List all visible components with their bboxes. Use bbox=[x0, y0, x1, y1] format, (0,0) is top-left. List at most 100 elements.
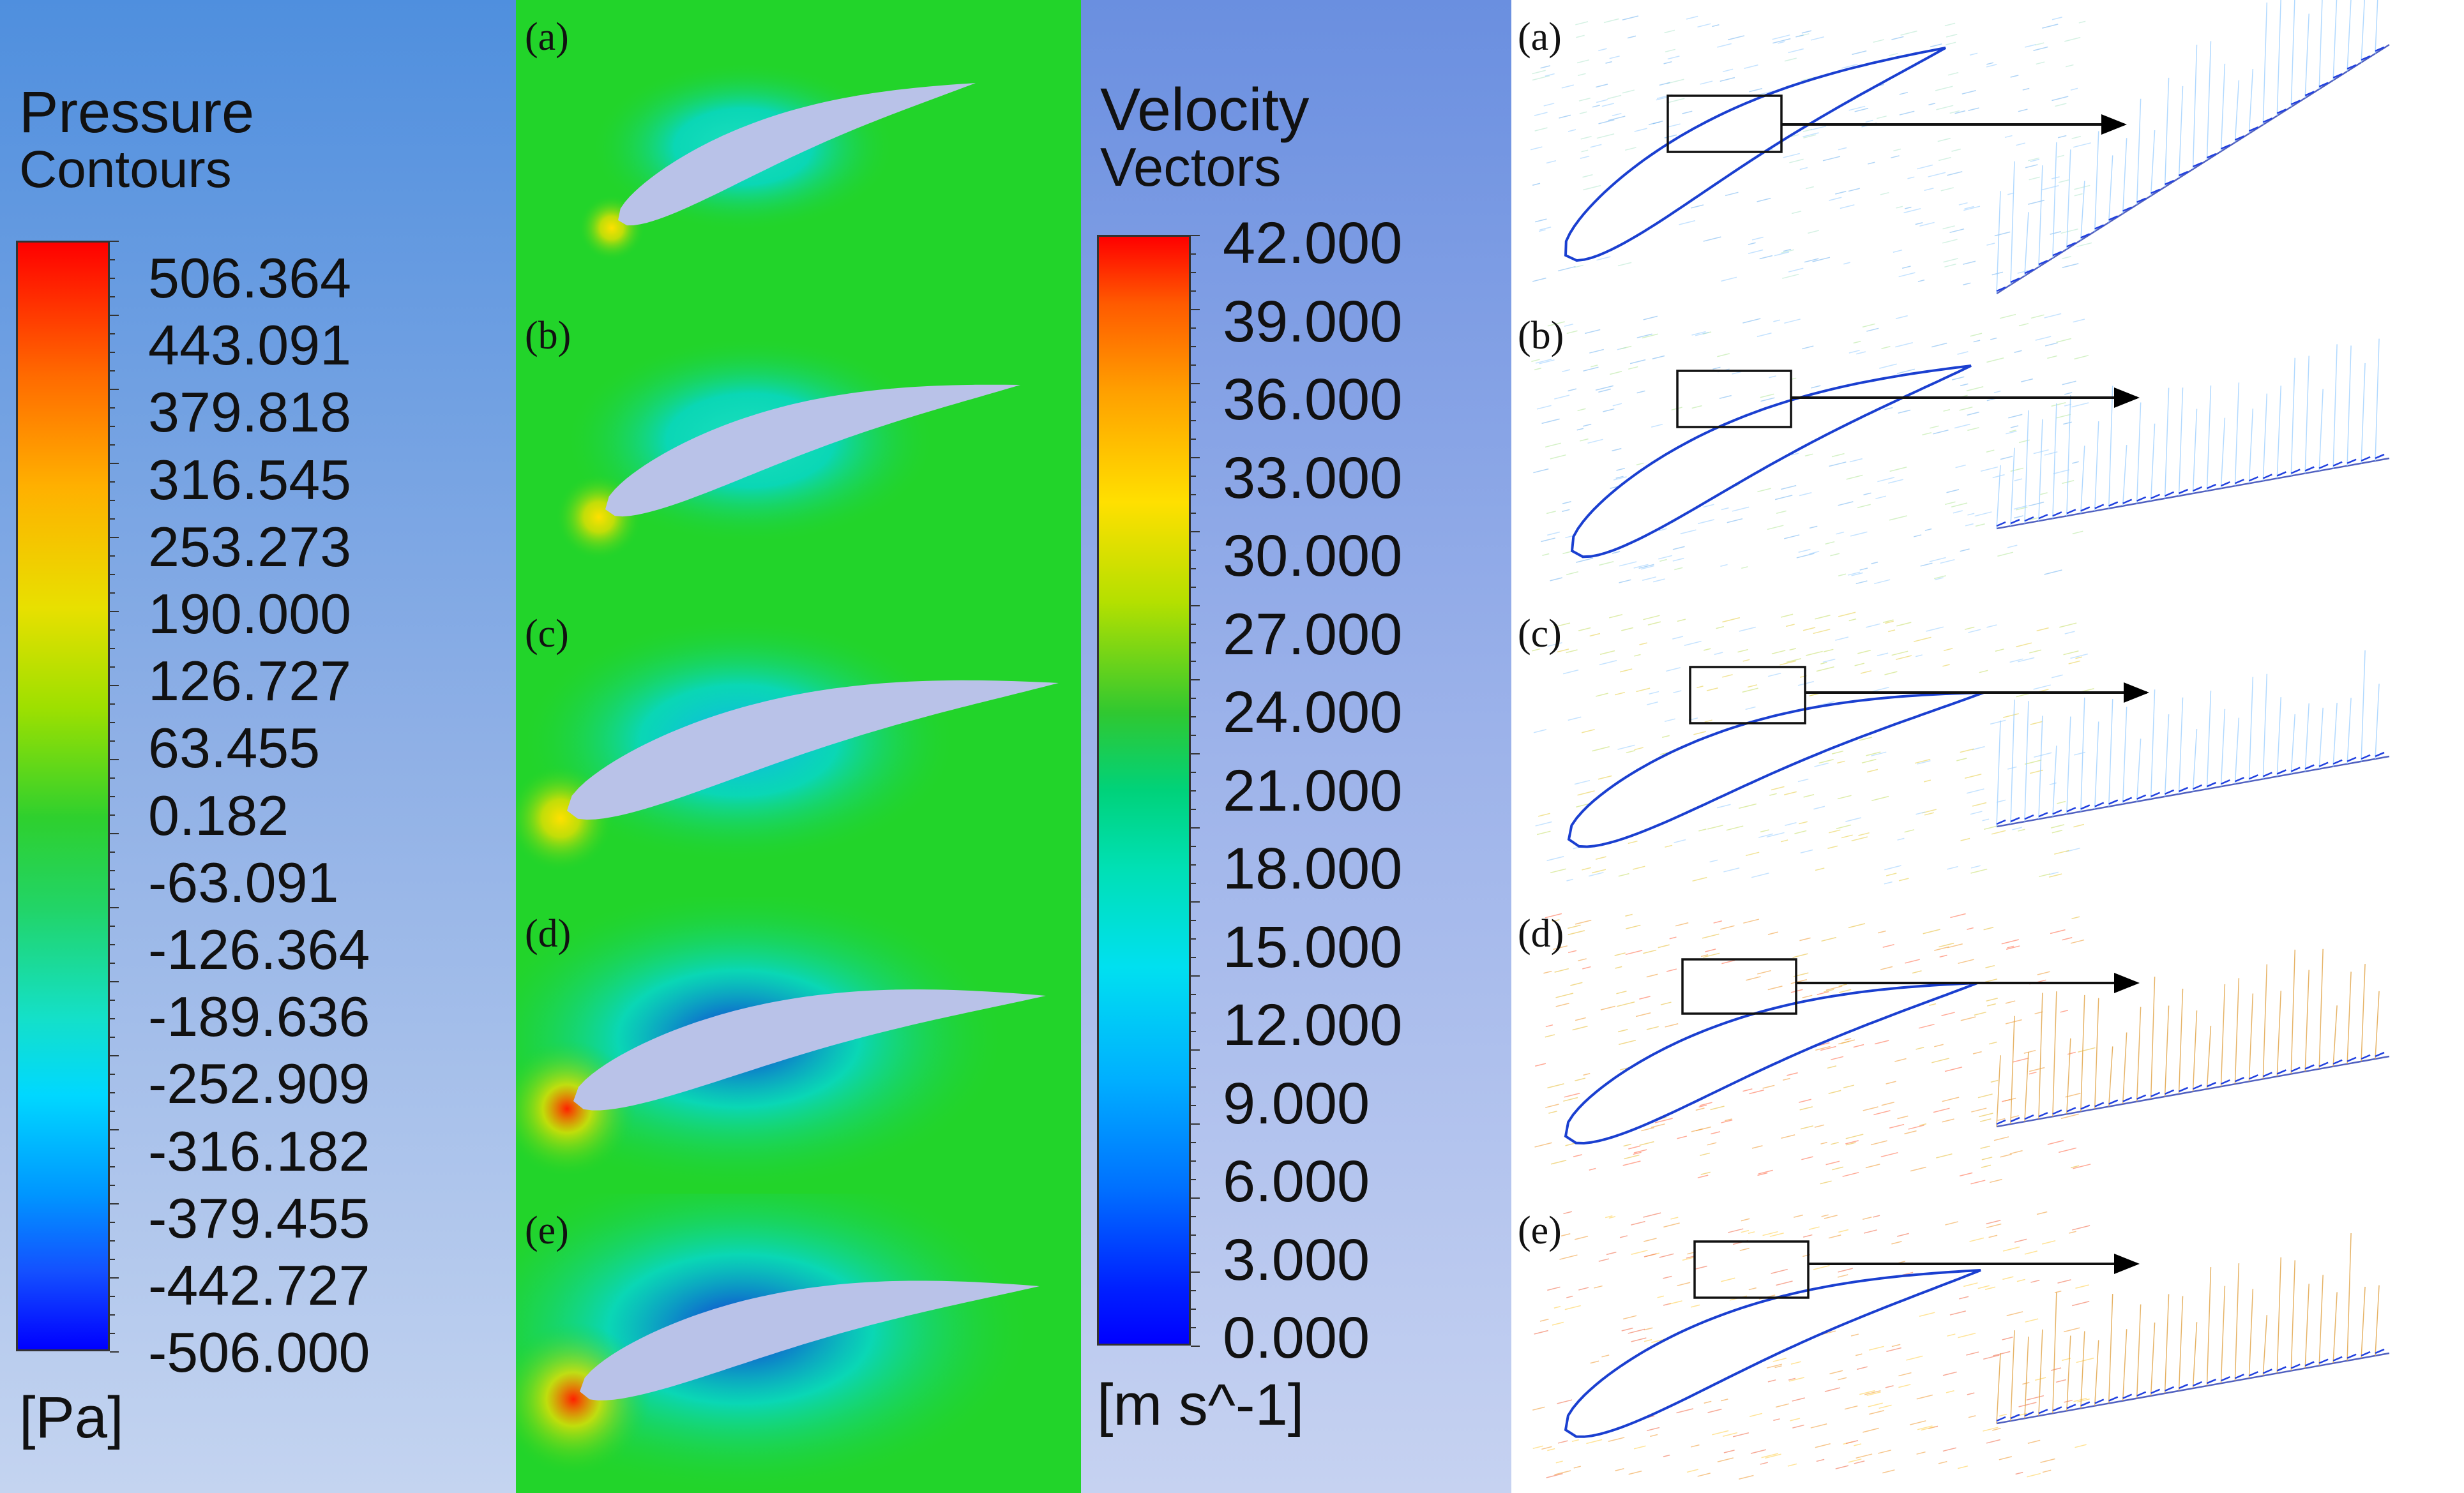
panel-label: (a) bbox=[525, 15, 569, 59]
zoom-inset bbox=[1996, 338, 2390, 530]
legend-value-label: -126.364 bbox=[148, 918, 370, 981]
legend-value-label: 33.000 bbox=[1223, 445, 1403, 511]
legend-tick-mark bbox=[110, 889, 115, 890]
airfoil-shape bbox=[567, 680, 1059, 820]
legend-tick-mark bbox=[110, 648, 115, 649]
legend-tick-mark bbox=[1191, 550, 1196, 551]
legend-tick-mark bbox=[110, 1111, 115, 1112]
legend-tick-mark bbox=[1191, 772, 1196, 773]
zoom-region-box bbox=[1693, 1240, 1810, 1299]
pressure-unit-label: [Pa] bbox=[19, 1385, 124, 1450]
legend-tick-mark bbox=[1191, 327, 1196, 329]
legend-value-label: 190.000 bbox=[148, 582, 352, 645]
zoom-region-box bbox=[1681, 958, 1797, 1015]
panel-label: (d) bbox=[525, 912, 571, 956]
legend-tick-mark bbox=[110, 1074, 115, 1075]
legend-value-label: 9.000 bbox=[1223, 1070, 1370, 1136]
legend-value-label: -316.182 bbox=[148, 1119, 370, 1183]
vector-field bbox=[1534, 913, 2096, 1185]
legend-value-label: 21.000 bbox=[1223, 758, 1403, 823]
panel-label: (b) bbox=[1518, 314, 1564, 357]
legend-tick-mark bbox=[1191, 1197, 1200, 1199]
legend-tick-mark bbox=[110, 907, 119, 908]
contour-panel: (e) bbox=[516, 1194, 1081, 1493]
legend-tick-mark bbox=[110, 759, 119, 760]
legend-tick-mark bbox=[1191, 1327, 1196, 1328]
legend-tick-mark bbox=[110, 852, 115, 853]
legend-tick-mark bbox=[110, 500, 115, 501]
legend-tick-mark bbox=[1191, 1105, 1196, 1106]
pressure-contour-svg: (a) (b) (c) (d) (e) bbox=[516, 0, 1081, 1493]
legend-tick-mark bbox=[110, 592, 115, 594]
legend-tick-mark bbox=[110, 1296, 115, 1297]
legend-tick-mark bbox=[110, 518, 115, 520]
legend-tick-mark bbox=[1191, 1142, 1196, 1143]
legend-tick-mark bbox=[110, 352, 115, 353]
legend-tick-mark bbox=[1191, 661, 1196, 662]
legend-value-label: 63.455 bbox=[148, 716, 321, 780]
vector-panel: (b) bbox=[1518, 313, 2390, 585]
zoom-inset bbox=[1996, 1233, 2390, 1425]
legend-tick-mark bbox=[110, 296, 115, 297]
vector-field bbox=[1532, 1211, 2094, 1480]
legend-tick-mark bbox=[1191, 383, 1200, 384]
legend-tick-mark bbox=[1191, 994, 1196, 995]
legend-tick-mark bbox=[110, 407, 115, 409]
legend-tick-mark bbox=[110, 1351, 119, 1353]
legend-tick-mark bbox=[110, 926, 115, 927]
legend-tick-mark bbox=[110, 833, 119, 834]
legend-tick-mark bbox=[110, 1148, 115, 1149]
legend-value-label: 15.000 bbox=[1223, 914, 1403, 980]
airfoil-outline bbox=[1570, 364, 1972, 559]
legend-value-label: -379.455 bbox=[148, 1186, 370, 1250]
vector-field bbox=[1530, 15, 2092, 286]
legend-value-label: 6.000 bbox=[1223, 1149, 1370, 1214]
legend-tick-mark bbox=[110, 1092, 115, 1093]
legend-tick-mark bbox=[1191, 1234, 1196, 1236]
legend-tick-mark bbox=[110, 814, 115, 816]
legend-tick-mark bbox=[110, 1000, 115, 1001]
velocity-legend-title-line1: Velocity bbox=[1100, 76, 1310, 144]
legend-tick-mark bbox=[110, 1314, 115, 1316]
legend-tick-mark bbox=[1191, 1309, 1196, 1310]
legend-tick-mark bbox=[1191, 401, 1196, 403]
legend-tick-mark bbox=[1191, 1160, 1196, 1162]
panel-label: (a) bbox=[1518, 15, 1562, 59]
velocity-vector-svg: (a) (b) (c) (d) (e) bbox=[1518, 0, 2390, 1480]
legend-tick-mark bbox=[110, 944, 115, 945]
legend-value-label: 0.000 bbox=[1223, 1305, 1370, 1370]
legend-tick-mark bbox=[110, 1055, 119, 1056]
stagnation-region bbox=[516, 1323, 650, 1476]
legend-tick-mark bbox=[110, 1185, 115, 1186]
legend-tick-mark bbox=[1191, 957, 1196, 958]
legend-value-label: 30.000 bbox=[1223, 523, 1403, 589]
zoom-region-box bbox=[1689, 666, 1806, 724]
legend-value-label: 253.273 bbox=[148, 514, 352, 578]
legend-value-label: 3.000 bbox=[1223, 1227, 1370, 1293]
airfoil-outline bbox=[1564, 47, 1946, 262]
legend-tick-mark bbox=[110, 426, 115, 427]
legend-tick-mark bbox=[1191, 624, 1196, 625]
legend-value-label: 42.000 bbox=[1223, 211, 1403, 276]
panel-label: (e) bbox=[1518, 1209, 1562, 1252]
legend-tick-mark bbox=[1191, 1290, 1196, 1291]
airfoil-shape bbox=[605, 384, 1020, 517]
panel-label: (c) bbox=[1518, 612, 1562, 656]
legend-tick-mark bbox=[110, 870, 115, 871]
legend-tick-mark bbox=[110, 278, 115, 279]
legend-tick-mark bbox=[1191, 901, 1200, 903]
legend-tick-mark bbox=[1191, 346, 1196, 347]
legend-tick-mark bbox=[110, 629, 115, 631]
legend-tick-mark bbox=[110, 1222, 115, 1223]
legend-tick-mark bbox=[1191, 1068, 1196, 1069]
zoom-inset bbox=[1996, 949, 2390, 1128]
airfoil-shape bbox=[618, 83, 976, 226]
legend-tick-mark bbox=[110, 389, 119, 390]
legend-tick-mark bbox=[110, 315, 119, 316]
legend-value-label: -252.909 bbox=[148, 1052, 370, 1116]
legend-tick-mark bbox=[1191, 716, 1196, 717]
panel-label: (c) bbox=[525, 612, 569, 656]
legend-value-label: 443.091 bbox=[148, 313, 352, 377]
airfoil-outline bbox=[1564, 1269, 1981, 1438]
legend-value-label: 379.818 bbox=[148, 380, 352, 444]
